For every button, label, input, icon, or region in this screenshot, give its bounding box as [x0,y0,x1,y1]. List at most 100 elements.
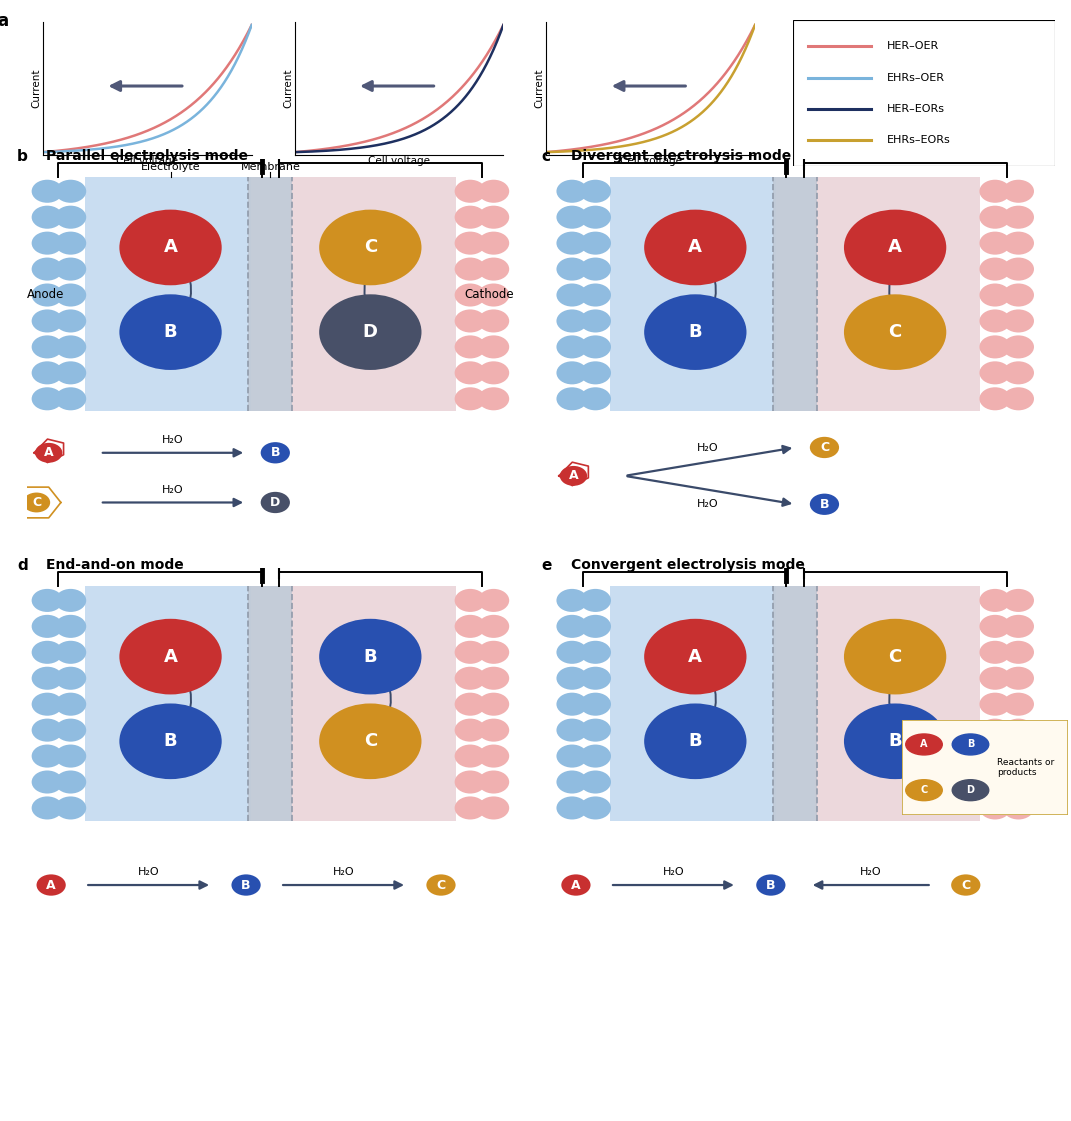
Circle shape [32,232,63,254]
Circle shape [119,295,222,370]
Bar [248,177,292,411]
Circle shape [35,443,62,463]
Text: Cathode: Cathode [465,288,514,300]
Circle shape [579,309,612,333]
Text: C: C [889,323,902,341]
Text: C: C [364,239,377,257]
Circle shape [454,335,486,359]
Circle shape [55,641,87,664]
Circle shape [32,614,63,638]
Bar [86,586,455,821]
Circle shape [478,361,509,385]
Bar [86,586,251,821]
Circle shape [454,770,486,794]
Circle shape [454,205,486,229]
Circle shape [454,796,486,819]
Circle shape [478,719,509,742]
Bar [610,586,980,821]
Circle shape [1002,309,1034,333]
Circle shape [979,309,1011,333]
Circle shape [557,770,588,794]
Circle shape [32,309,63,333]
Circle shape [454,719,486,742]
Circle shape [32,361,63,385]
Text: C: C [436,879,446,891]
Text: B: B [967,740,975,750]
Text: Reactants or
products: Reactants or products [997,758,1054,777]
Y-axis label: Current: Current [283,68,293,109]
Circle shape [579,205,612,229]
Bar [290,586,455,821]
Circle shape [119,210,222,286]
Circle shape [979,589,1011,612]
Text: A: A [689,239,703,257]
Text: A: A [569,470,578,482]
Circle shape [810,437,839,458]
Circle shape [579,258,612,280]
Circle shape [979,719,1011,742]
Circle shape [478,205,509,229]
Circle shape [951,874,980,896]
Circle shape [454,387,486,410]
Circle shape [55,232,87,254]
X-axis label: Cell voltage: Cell voltage [117,156,178,166]
Circle shape [478,796,509,819]
Text: B: B [689,323,703,341]
Text: H₂O: H₂O [697,443,719,453]
Circle shape [1002,335,1034,359]
Circle shape [478,232,509,254]
Circle shape [32,796,63,819]
Circle shape [454,309,486,333]
Text: D: D [270,495,281,509]
Bar [86,177,455,411]
Circle shape [557,387,588,410]
Circle shape [478,258,509,280]
Text: C: C [820,441,829,454]
Text: C: C [961,879,970,891]
Circle shape [844,619,947,695]
X-axis label: Cell voltage: Cell voltage [368,156,429,166]
Text: A: A [571,879,580,891]
Circle shape [1002,667,1034,689]
Circle shape [478,614,509,638]
Circle shape [557,179,588,203]
Text: H₂O: H₂O [860,868,881,878]
Text: c: c [542,149,550,164]
Circle shape [478,693,509,715]
Circle shape [1002,387,1034,410]
Circle shape [561,874,590,896]
Circle shape [644,619,746,695]
Circle shape [454,641,486,664]
Circle shape [979,770,1011,794]
Circle shape [979,205,1011,229]
Circle shape [979,258,1011,280]
Circle shape [906,734,942,754]
Circle shape [844,295,947,370]
Circle shape [454,614,486,638]
Text: Parallel electrolysis mode: Parallel electrolysis mode [46,149,248,163]
Circle shape [579,693,612,715]
Circle shape [557,284,588,306]
Text: A: A [44,446,54,460]
Text: A: A [46,879,56,891]
Circle shape [979,796,1011,819]
Text: H₂O: H₂O [663,868,684,878]
Circle shape [55,179,87,203]
Circle shape [557,335,588,359]
Circle shape [478,387,509,410]
Circle shape [32,284,63,306]
Circle shape [979,744,1011,768]
Circle shape [906,780,942,800]
Circle shape [55,258,87,280]
Circle shape [1002,770,1034,794]
Text: End-and-on mode: End-and-on mode [46,558,184,572]
Text: B: B [164,732,178,750]
Text: C: C [32,495,41,509]
Circle shape [979,667,1011,689]
Bar [610,177,775,411]
Circle shape [952,780,989,800]
Circle shape [1002,719,1034,742]
Circle shape [979,641,1011,664]
Circle shape [454,744,486,768]
Circle shape [844,704,947,779]
